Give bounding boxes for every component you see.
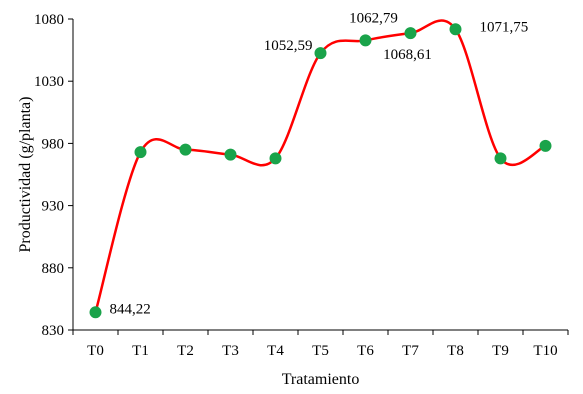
data-label: 1052,59 — [264, 38, 313, 54]
data-label: 1068,61 — [383, 47, 432, 63]
x-tick-label: T8 — [447, 343, 464, 359]
y-tick-label: 1080 — [34, 12, 64, 28]
data-point — [179, 143, 192, 156]
data-point — [449, 23, 462, 36]
data-point — [359, 34, 372, 47]
x-tick-label: T1 — [132, 343, 149, 359]
x-tick-label: T3 — [222, 343, 239, 359]
data-point — [494, 152, 507, 165]
x-tick-label: T9 — [492, 343, 509, 359]
y-tick-label: 880 — [42, 261, 65, 277]
data-label: 844,22 — [110, 301, 151, 317]
data-labels: 844,22 1052,59 1062,79 1068,61 1071,75 — [110, 10, 529, 317]
data-point — [89, 306, 102, 319]
data-point — [134, 146, 147, 159]
x-axis-title: Tratamiento — [282, 371, 360, 388]
y-tick-label: 1030 — [34, 74, 64, 90]
data-point — [539, 139, 552, 152]
y-axis-title: Productividad (g/planta) — [17, 97, 34, 253]
x-tick-label: T2 — [177, 343, 194, 359]
x-tick-label: T4 — [267, 343, 284, 359]
data-label: 1071,75 — [480, 19, 529, 35]
x-tick-label: T6 — [357, 343, 374, 359]
x-tick-label: T7 — [402, 343, 419, 359]
x-tick-label: T10 — [533, 343, 557, 359]
x-tick-label: T0 — [87, 343, 104, 359]
y-tick-label: 930 — [42, 199, 65, 215]
data-point — [404, 27, 417, 40]
data-label: 1062,79 — [349, 10, 398, 26]
data-point — [224, 148, 237, 161]
series-group — [89, 19, 552, 319]
x-axis: T0 T1 T2 T3 T4 T5 T6 T7 T8 T9 T10 — [72, 329, 569, 359]
y-axis: 830 880 930 980 1030 1080 — [34, 12, 74, 339]
data-point — [269, 152, 282, 165]
data-point — [314, 47, 327, 60]
x-tick-label: T5 — [312, 343, 329, 359]
y-tick-label: 980 — [42, 136, 65, 152]
series-line — [94, 19, 547, 313]
y-tick-label: 830 — [42, 323, 65, 339]
